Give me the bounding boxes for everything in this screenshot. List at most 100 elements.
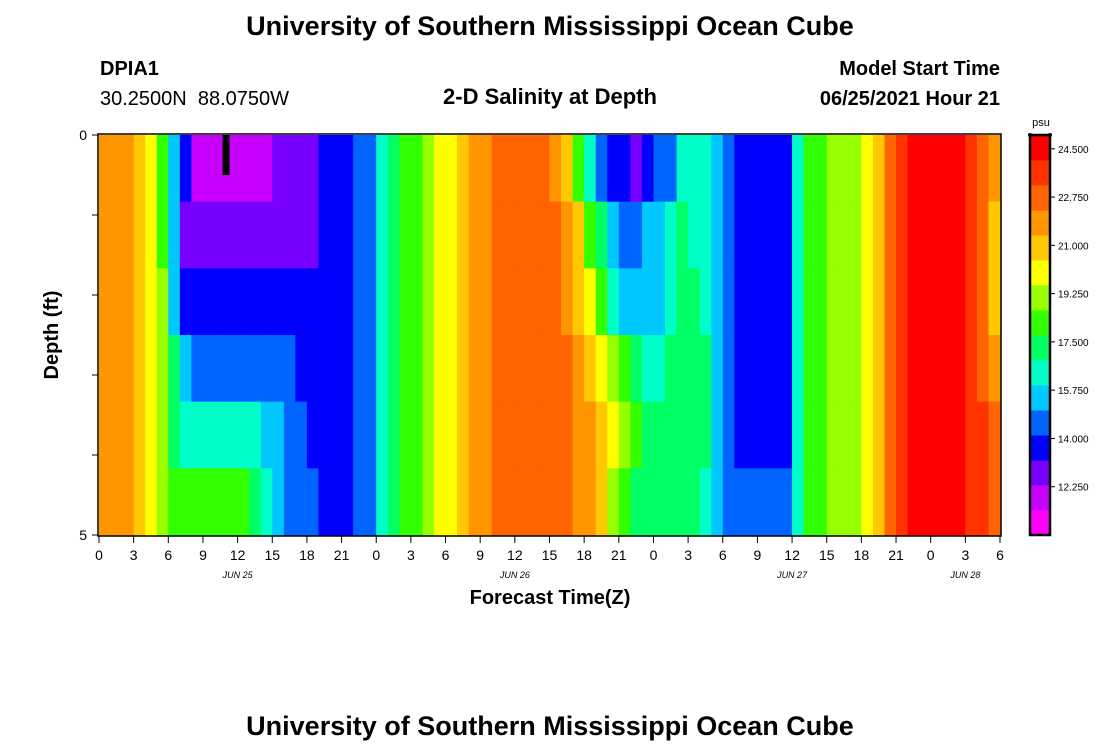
heatmap-cell bbox=[792, 468, 805, 536]
x-tick-label: 6 bbox=[442, 547, 450, 563]
heatmap-cell bbox=[226, 468, 239, 536]
heatmap-cell bbox=[861, 135, 874, 203]
heatmap-cell bbox=[595, 201, 608, 269]
x-tick-label: 12 bbox=[507, 547, 523, 563]
heatmap-cell bbox=[757, 468, 770, 536]
heatmap-cell bbox=[942, 268, 955, 336]
heatmap-cell bbox=[780, 335, 793, 403]
heatmap-cell bbox=[99, 335, 112, 403]
heatmap-cell bbox=[179, 468, 193, 536]
heatmap-cell bbox=[457, 201, 470, 269]
heatmap-cell bbox=[965, 401, 978, 469]
heatmap-cell bbox=[445, 468, 458, 536]
x-tick-label: 3 bbox=[130, 547, 138, 563]
model-start-value: 06/25/2021 Hour 21 bbox=[820, 88, 1000, 110]
heatmap-cell bbox=[110, 135, 123, 203]
heatmap-cell bbox=[353, 335, 366, 403]
heatmap-cell bbox=[399, 335, 412, 403]
heatmap-cell bbox=[849, 401, 862, 469]
heatmap-cell bbox=[618, 468, 631, 536]
y-axis: 05 bbox=[79, 127, 98, 543]
heatmap-cell bbox=[364, 135, 377, 203]
heatmap-cell bbox=[561, 201, 574, 269]
heatmap-cell bbox=[861, 468, 874, 536]
heatmap-cell bbox=[953, 468, 966, 536]
heatmap-cell bbox=[988, 268, 1001, 336]
heatmap-cell bbox=[988, 335, 1001, 403]
heatmap-cell bbox=[757, 135, 770, 203]
heatmap-cell bbox=[318, 201, 331, 269]
heatmap-cell bbox=[872, 335, 886, 403]
heatmap-cell bbox=[849, 201, 862, 269]
heatmap-cell bbox=[699, 268, 712, 336]
heatmap-cell bbox=[826, 335, 839, 403]
heatmap-cell bbox=[191, 335, 204, 403]
heatmap-cell bbox=[514, 401, 527, 469]
heatmap-cell bbox=[422, 335, 435, 403]
heatmap-cell bbox=[422, 268, 435, 336]
heatmap-cell bbox=[272, 201, 285, 269]
heatmap-cell bbox=[99, 201, 112, 269]
heatmap-cell bbox=[815, 268, 828, 336]
colorbar-unit: psu bbox=[1032, 117, 1050, 129]
heatmap-cell bbox=[780, 268, 793, 336]
heatmap-cell bbox=[792, 335, 805, 403]
heatmap-cell bbox=[896, 201, 909, 269]
heatmap-cell bbox=[561, 268, 574, 336]
heatmap-cell bbox=[780, 135, 793, 203]
heatmap-cell bbox=[584, 468, 597, 536]
heatmap-cell bbox=[179, 135, 193, 203]
heatmap-cell bbox=[422, 201, 435, 269]
heatmap-cell bbox=[988, 401, 1001, 469]
heatmap-cell bbox=[526, 268, 539, 336]
heatmap-cell bbox=[330, 201, 343, 269]
heatmap-cell bbox=[630, 468, 643, 536]
heatmap-cell bbox=[688, 201, 701, 269]
heatmap-cell bbox=[283, 135, 296, 203]
heatmap-cell bbox=[815, 135, 828, 203]
heatmap-cell bbox=[768, 201, 782, 269]
heatmap-cell bbox=[537, 468, 551, 536]
heatmap-cell bbox=[607, 335, 620, 403]
heatmap-cell bbox=[768, 335, 782, 403]
heatmap-cell bbox=[410, 135, 424, 203]
heatmap-cell bbox=[930, 135, 943, 203]
heatmap-cell bbox=[722, 268, 735, 336]
heatmap-cell bbox=[306, 201, 320, 269]
heatmap-cell bbox=[965, 201, 978, 269]
heatmap-cell bbox=[249, 201, 262, 269]
heatmap-cell bbox=[849, 468, 862, 536]
heatmap-cell bbox=[110, 268, 123, 336]
heatmap-cell bbox=[179, 268, 193, 336]
heatmap-cell bbox=[514, 468, 527, 536]
colorbar-segment bbox=[1030, 410, 1050, 436]
heatmap-cell bbox=[572, 268, 585, 336]
heatmap-cell bbox=[399, 135, 412, 203]
x-tick-label: 9 bbox=[199, 547, 207, 563]
depth-marker bbox=[222, 135, 230, 175]
heatmap-cell bbox=[399, 468, 412, 536]
heatmap-cell bbox=[457, 401, 470, 469]
heatmap-cell bbox=[688, 335, 701, 403]
heatmap-cell bbox=[514, 335, 527, 403]
heatmap-cell bbox=[330, 268, 343, 336]
heatmap-cell bbox=[503, 468, 516, 536]
heatmap-cell bbox=[387, 268, 400, 336]
heatmap-cell bbox=[988, 468, 1001, 536]
heatmap-cell bbox=[757, 401, 770, 469]
heatmap-cell bbox=[214, 268, 227, 336]
heatmap-cell bbox=[468, 401, 481, 469]
heatmap-cell bbox=[665, 335, 678, 403]
x-tick-label: 0 bbox=[372, 547, 380, 563]
heatmap-cell bbox=[110, 468, 123, 536]
x-tick-label: 18 bbox=[576, 547, 592, 563]
heatmap-cell bbox=[641, 201, 655, 269]
heatmap-cell bbox=[907, 268, 920, 336]
heatmap-cell bbox=[792, 401, 805, 469]
heatmap-cell bbox=[653, 335, 666, 403]
heatmap-cell bbox=[168, 468, 181, 536]
heatmap-cell bbox=[99, 268, 112, 336]
colorbar-segment bbox=[1030, 510, 1050, 536]
heatmap-cell bbox=[549, 401, 562, 469]
heatmap-cell bbox=[734, 335, 747, 403]
